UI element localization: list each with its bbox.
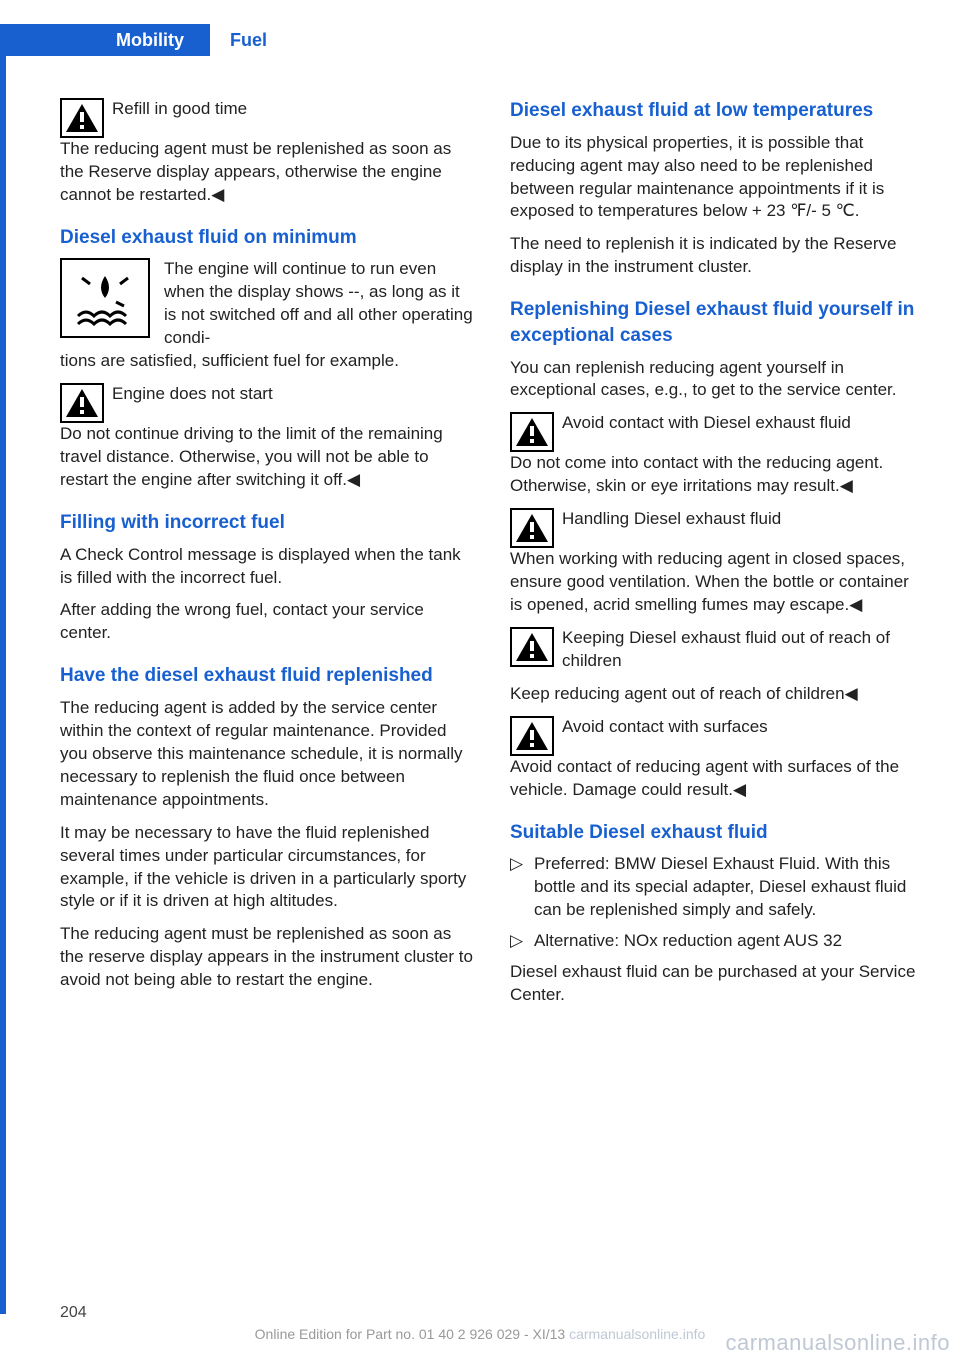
page-number: 204	[60, 1304, 87, 1322]
warning-icon	[60, 98, 104, 138]
section-heading: Filling with incorrect fuel	[60, 510, 474, 536]
warning-block: Avoid contact with surfaces	[510, 716, 924, 756]
warning-body: The reducing agent must be replenished a…	[60, 138, 474, 207]
body-text: Diesel exhaust fluid can be purchased at…	[510, 961, 924, 1007]
warning-block: Keeping Diesel exhaust fluid out of reac…	[510, 627, 924, 683]
warning-block: Engine does not start	[60, 383, 474, 423]
warning-icon	[60, 383, 104, 423]
bullet-icon: ▷	[510, 853, 534, 922]
bullet-icon: ▷	[510, 930, 534, 953]
left-accent-bar	[0, 24, 6, 1314]
body-text: The reducing agent must be replenished a…	[60, 923, 474, 992]
warning-block: Refill in good time	[60, 98, 474, 138]
body-text: You can replenish reducing agent yoursel…	[510, 357, 924, 403]
section-heading: Suitable Diesel exhaust fluid	[510, 820, 924, 846]
body-text: The reducing agent is added by the servi…	[60, 697, 474, 812]
list-item: ▷ Preferred: BMW Diesel Exhaust Fluid. W…	[510, 853, 924, 922]
section-body-cont: tions are satisfied, sufficient fuel for…	[60, 350, 474, 373]
warning-title: Keeping Diesel exhaust fluid out of reac…	[562, 627, 924, 673]
warning-body: Do not continue driving to the limit of …	[60, 423, 474, 492]
warning-title: Refill in good time	[112, 98, 474, 121]
warning-icon	[510, 412, 554, 452]
warning-body: When working with reducing agent in clos…	[510, 548, 924, 617]
warning-block: Handling Diesel exhaust fluid	[510, 508, 924, 548]
warning-title: Avoid contact with surfaces	[562, 716, 924, 739]
warning-body: Keep reducing agent out of reach of chil…	[510, 683, 924, 706]
warning-body: Avoid contact of reducing agent with sur…	[510, 756, 924, 802]
list-item: ▷ Alternative: NOx reduction agent AUS 3…	[510, 930, 924, 953]
warning-block: Avoid contact with Diesel exhaust fluid	[510, 412, 924, 452]
warning-icon	[510, 627, 554, 667]
header-subsection: Fuel	[230, 30, 267, 51]
body-text: Due to its physical properties, it is po…	[510, 132, 924, 224]
section-body: The engine will continue to run even whe…	[164, 258, 474, 350]
warning-title: Handling Diesel exhaust fluid	[562, 508, 924, 531]
section-heading: Replenishing Diesel exhaust fluid yourse…	[510, 297, 924, 348]
footer-brand: carmanualsonline.info	[569, 1326, 705, 1342]
section-heading: Diesel exhaust fluid on minimum	[60, 225, 474, 251]
warning-body: Do not come into contact with the reduci…	[510, 452, 924, 498]
header-bar: Mobility	[0, 24, 210, 56]
watermark: carmanualsonline.info	[725, 1330, 950, 1356]
footer-text: Online Edition for Part no. 01 40 2 926 …	[255, 1326, 566, 1342]
body-text: A Check Control message is displayed whe…	[60, 544, 474, 590]
warning-icon	[510, 508, 554, 548]
body-text: The need to replenish it is indicated by…	[510, 233, 924, 279]
diesel-info-block: The engine will continue to run even whe…	[60, 258, 474, 350]
warning-title: Engine does not start	[112, 383, 474, 406]
bullet-text: Preferred: BMW Diesel Exhaust Fluid. Wit…	[534, 853, 924, 922]
warning-icon	[510, 716, 554, 756]
content-area: Refill in good time The reducing agent m…	[60, 98, 924, 1017]
left-column: Refill in good time The reducing agent m…	[60, 98, 474, 1017]
body-text: After adding the wrong fuel, contact you…	[60, 599, 474, 645]
section-heading: Diesel exhaust fluid at low temperatures	[510, 98, 924, 124]
right-column: Diesel exhaust fluid at low temperatures…	[510, 98, 924, 1017]
body-text: It may be necessary to have the fluid re…	[60, 822, 474, 914]
diesel-fluid-icon	[60, 258, 150, 338]
header-section: Mobility	[116, 30, 184, 51]
bullet-text: Alternative: NOx reduction agent AUS 32	[534, 930, 924, 953]
section-heading: Have the diesel exhaust fluid replenishe…	[60, 663, 474, 689]
warning-title: Avoid contact with Diesel exhaust fluid	[562, 412, 924, 435]
